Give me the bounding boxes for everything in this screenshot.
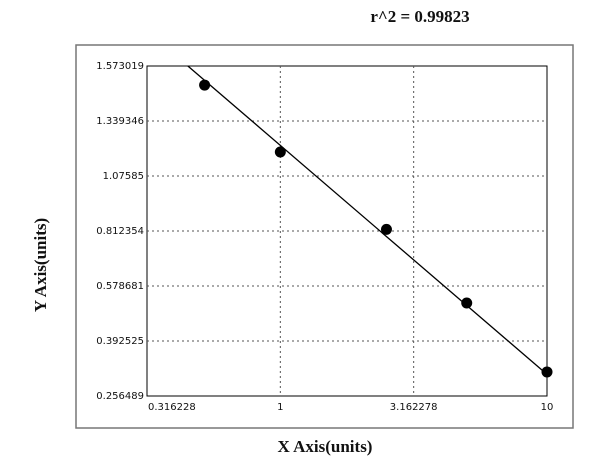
x-tick-label: 0.316228 bbox=[148, 402, 196, 413]
data-point bbox=[461, 297, 473, 309]
y-tick-label: 1.339346 bbox=[96, 116, 144, 127]
fit-line bbox=[187, 65, 548, 375]
x-axis-label: X Axis(units) bbox=[278, 437, 373, 456]
y-tick-label: 1.07585 bbox=[103, 171, 144, 182]
y-tick-label: 0.256489 bbox=[96, 391, 144, 402]
y-tick-label: 0.578681 bbox=[96, 281, 144, 292]
x-tick-label: 1 bbox=[277, 402, 283, 413]
y-tick-label: 1.573019 bbox=[96, 61, 144, 72]
annotation: r^2 = 0.99823 bbox=[370, 7, 469, 26]
data-point bbox=[380, 223, 392, 235]
x-tick-label: 3.162278 bbox=[390, 402, 438, 413]
chart-frame bbox=[75, 44, 574, 429]
y-axis-label: Y Axis(units) bbox=[31, 218, 50, 312]
y-tick-label: 0.812354 bbox=[96, 226, 144, 237]
y-tick-label: 0.392525 bbox=[96, 336, 144, 347]
data-point bbox=[274, 146, 286, 158]
x-tick-label: 10 bbox=[541, 402, 554, 413]
data-point bbox=[541, 366, 553, 378]
